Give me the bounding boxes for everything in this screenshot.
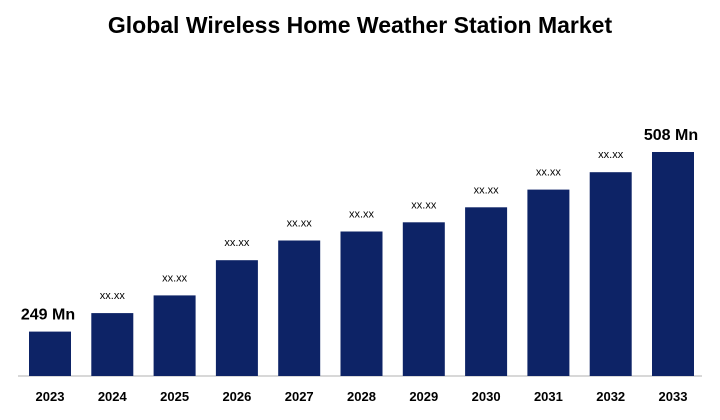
x-tick-labels-group: 2023 2024 2025 2026 2027 2028 2029 2030 2031 2032…: [36, 389, 688, 404]
data-label-2025: xx.xx: [162, 272, 188, 284]
data-label-2033: 508 Mn: [644, 127, 698, 144]
data-label-2030: xx.xx: [474, 184, 500, 196]
x-tick-label-2028: 2028: [347, 389, 376, 404]
x-tick-label-2032: 2032: [596, 389, 625, 404]
data-label-2026: xx.xx: [224, 237, 250, 249]
x-tick-label-2030: 2030: [472, 389, 501, 404]
data-label-2031: xx.xx: [536, 167, 562, 179]
bar-2033: [652, 152, 694, 376]
bar-2024: [91, 313, 134, 376]
x-tick-label-2033: 2033: [659, 389, 688, 404]
bar-2029: [402, 222, 445, 376]
x-tick-label-2025: 2025: [160, 389, 189, 404]
x-tick-label-2031: 2031: [534, 389, 563, 404]
bar-2027: [278, 240, 321, 376]
x-tick-label-2026: 2026: [222, 389, 251, 404]
data-labels-group: 249 Mn xx.xx xx.xx xx.xx xx.xx xx.xx xx.xx xx.x…: [21, 127, 698, 324]
data-label-2028: xx.xx: [349, 209, 375, 221]
bar-2032: [589, 172, 632, 376]
data-label-2023: 249 Mn: [21, 307, 75, 324]
x-tick-label-2024: 2024: [98, 389, 128, 404]
x-tick-label-2023: 2023: [36, 389, 65, 404]
bar-2028: [340, 231, 383, 376]
x-tick-label-2027: 2027: [285, 389, 314, 404]
bars-group: [29, 152, 694, 376]
bar-2031: [527, 189, 570, 376]
data-label-2029: xx.xx: [411, 199, 437, 211]
bar-2026: [215, 260, 258, 376]
chart-title: Global Wireless Home Weather Station Mar…: [107, 12, 613, 38]
bar-2023: [29, 331, 71, 376]
x-tick-label-2029: 2029: [409, 389, 438, 404]
bar-2030: [465, 207, 508, 376]
data-label-2027: xx.xx: [287, 218, 313, 230]
data-label-2032: xx.xx: [598, 149, 624, 161]
data-label-2024: xx.xx: [100, 290, 126, 302]
bar-2025: [153, 295, 196, 376]
